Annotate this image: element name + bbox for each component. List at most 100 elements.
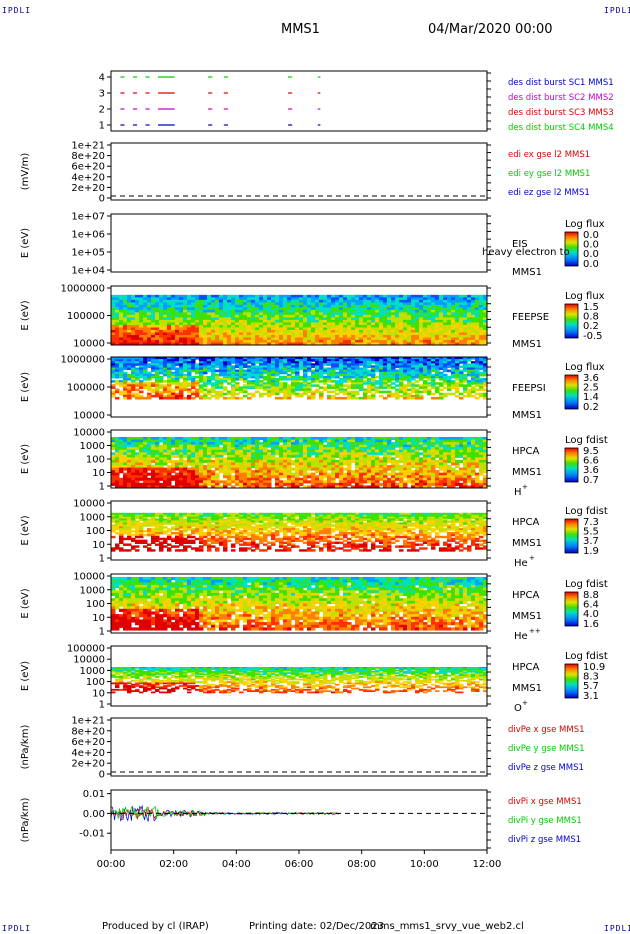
panel-divpi (107, 789, 491, 851)
y-tick-label: 1000 (80, 441, 105, 452)
x-tick-label: 12:00 (473, 859, 502, 870)
footer-produced-by: Produced by cl (IRAP) (102, 921, 209, 932)
panel-hpca_he (107, 500, 579, 561)
spacecraft-label: MMS1 (512, 467, 542, 478)
y-tick-label: 8e+20 (71, 151, 105, 162)
y-tick-label: 1 (99, 554, 105, 565)
y-tick-label: 2 (99, 105, 105, 116)
colorbar-title: Log fdist (565, 579, 608, 590)
legend-entry: divPe z gse MMS1 (508, 763, 584, 773)
colorbar-tick-label: 3.7 (583, 536, 599, 547)
colorbar-title: Log flux (565, 291, 605, 302)
x-tick-label: 04:00 (222, 859, 251, 870)
colorbar-tick-label: 0.7 (583, 475, 599, 486)
colorbar-tick-label: 1.5 (583, 302, 599, 313)
y-tick-label: 1 (99, 700, 105, 711)
panel-divpe (107, 717, 491, 777)
spacecraft-label: MMS1 (512, 538, 542, 549)
colorbar-tick-label: 9.5 (583, 446, 599, 457)
y-tick-label: 1000 (80, 512, 105, 523)
panel-hpca_o (107, 645, 579, 707)
colorbar (564, 303, 579, 339)
y-tick-label: 1e+21 (71, 141, 105, 152)
instrument-label: HPCA (512, 590, 540, 601)
corner-label-bl: IPDLI (2, 924, 32, 933)
colorbar (564, 447, 579, 483)
y-tick-label: 1000 (80, 585, 105, 596)
colorbar-tick-label: 3.1 (583, 691, 599, 702)
colorbar-title: Log flux (565, 219, 605, 230)
y-tick-label: 10000 (73, 428, 105, 439)
y-tick-label: 10 (92, 613, 105, 624)
y-tick-label: 10000 (73, 339, 105, 350)
y-tick-label: 1 (99, 121, 105, 132)
footer-script-name: mms_mms1_srvy_vue_web2.cl (370, 921, 524, 932)
y-tick-label: 0.01 (83, 789, 105, 800)
corner-label-br: IPDLI (604, 924, 630, 933)
colorbar-tick-label: 0.0 (583, 249, 599, 260)
colorbar-tick-label: 5.5 (583, 527, 599, 538)
colorbar-tick-label: 0.0 (583, 259, 599, 270)
colorbar-tick-label: 4.0 (583, 609, 599, 620)
panel-hpca_h (107, 429, 579, 489)
x-tick-label: 02:00 (159, 859, 188, 870)
y-axis-label: (nPa/km) (20, 725, 31, 770)
colorbar-tick-label: 1.4 (583, 392, 599, 403)
y-tick-label: 4e+20 (71, 748, 105, 759)
colorbar-tick-label: 0.0 (583, 240, 599, 251)
species-label: He (514, 558, 528, 569)
legend-entry: edi ez gse l2 MMS1 (508, 188, 590, 198)
colorbar-tick-label: 5.7 (583, 681, 599, 692)
x-tick-label: 08:00 (347, 859, 376, 870)
spacecraft-label: MMS1 (512, 267, 542, 278)
y-tick-label: 1000000 (60, 355, 105, 366)
y-tick-label: 10 (92, 540, 105, 551)
legend-entry: des dist burst SC4 MMS4 (508, 123, 614, 133)
y-tick-label: 1e+05 (71, 248, 105, 259)
y-tick-label: 1e+07 (71, 212, 105, 223)
colorbar-tick-label: 8.3 (583, 672, 599, 683)
panel-feepse (107, 285, 579, 346)
instrument-label: EIS (512, 239, 528, 250)
corner-label-tr: IPDLI (604, 6, 630, 15)
colorbar-tick-label: 1.6 (583, 619, 599, 630)
y-tick-label: 6e+20 (71, 162, 105, 173)
footer-printing-date: Printing date: 02/Dec/2023 (249, 921, 385, 932)
y-tick-label: 100 (86, 599, 105, 610)
y-tick-label: 100000 (67, 311, 105, 322)
y-tick-label: 4e+20 (71, 172, 105, 183)
y-tick-label: 0 (99, 770, 105, 781)
y-tick-label: 10000 (73, 572, 105, 583)
panel-frame (110, 789, 488, 851)
y-tick-label: 0.00 (83, 809, 105, 820)
y-tick-label: 1000 (80, 666, 105, 677)
species-charge-label: ++ (529, 627, 541, 635)
legend-entry: des dist burst SC1 MMS1 (508, 78, 614, 88)
y-tick-label: -0.01 (79, 829, 105, 840)
spacecraft-label: MMS1 (512, 683, 542, 694)
y-tick-label: 100000 (67, 644, 105, 655)
legend-entry: des dist burst SC2 MMS2 (508, 93, 614, 103)
y-tick-label: 10000 (73, 411, 105, 422)
y-axis-label: E (eV) (20, 372, 31, 402)
spacecraft-label: MMS1 (512, 339, 542, 350)
y-tick-label: 10000 (73, 499, 105, 510)
colorbar-tick-label: 0.2 (583, 402, 599, 413)
chart: 4 3 2 1 des dist burst SC1 MMS1 des dist burs… (20, 70, 614, 870)
species-label: He (514, 631, 528, 642)
y-tick-label: 1 (99, 482, 105, 493)
y-tick-label: 10000 (73, 655, 105, 666)
panel-frame (110, 645, 488, 707)
colorbar (564, 374, 579, 410)
y-tick-label: 1 (99, 627, 105, 638)
y-tick-label: 10 (92, 688, 105, 699)
instrument-label: HPCA (512, 517, 540, 528)
y-tick-label: 2e+20 (71, 759, 105, 770)
legend-entry: edi ey gse l2 MMS1 (508, 169, 590, 179)
panel-frame (110, 213, 488, 273)
y-tick-label: 1e+06 (71, 230, 105, 241)
y-tick-label: 2e+20 (71, 183, 105, 194)
legend-entry: divPi x gse MMS1 (508, 797, 582, 807)
species-charge-label: + (522, 699, 528, 707)
y-tick-label: 1e+21 (71, 716, 105, 727)
